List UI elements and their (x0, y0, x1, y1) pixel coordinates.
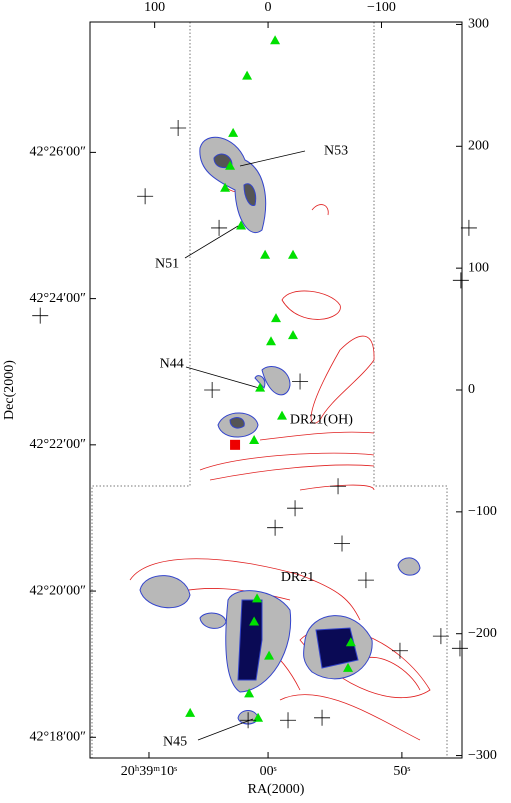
triangle-marker (255, 382, 266, 392)
cross-marker (267, 519, 284, 536)
y-tick-label: −200 (468, 626, 497, 641)
y-tick-label: −300 (468, 748, 497, 763)
y-tick-label: 300 (468, 17, 489, 32)
y-tick-label: 42°26′00″ (30, 145, 87, 160)
triangle-marker (260, 249, 271, 259)
x-tick-label: −100 (367, 0, 396, 15)
triangle-marker (288, 330, 299, 340)
triangle-marker (343, 662, 354, 672)
y-tick-label: 42°22′00″ (30, 437, 87, 452)
y-tick-label: 42°20′00″ (30, 583, 87, 598)
cross-marker (451, 640, 468, 657)
survey-boundary (91, 22, 448, 758)
cross-marker (460, 219, 477, 236)
annotation: N51 (155, 257, 179, 272)
cross-marker (32, 307, 49, 324)
triangle-marker (244, 688, 255, 698)
triangle-marker (242, 70, 253, 80)
annotation: N45 (163, 734, 187, 749)
triangle-marker (228, 127, 239, 137)
triangle-marker (264, 650, 275, 660)
y-tick-label: 42°18′00″ (30, 730, 87, 745)
annotation: DR21 (281, 570, 314, 585)
triangle-marker (345, 637, 356, 647)
cross-marker (170, 120, 187, 137)
cross-marker (287, 500, 304, 517)
cross-marker (280, 712, 297, 729)
x-tick-label: 100 (144, 0, 165, 15)
triangle-marker (270, 35, 281, 45)
triangle-marker (253, 712, 264, 722)
y-tick-label: −100 (468, 504, 497, 519)
annotation: N53 (324, 143, 348, 158)
triangle-marker (249, 434, 260, 444)
triangle-marker (185, 707, 196, 717)
x-tick-label: 50ˢ (393, 764, 410, 779)
cross-marker (292, 373, 309, 390)
leader-lines (184, 150, 306, 741)
cross-marker (137, 188, 154, 205)
cross-marker (240, 712, 257, 729)
cross-marker (211, 219, 228, 236)
triangle-marker (288, 249, 299, 259)
emission-contours (129, 136, 431, 741)
x-tick-label: 00ˢ (260, 764, 277, 779)
cross-marker (334, 535, 351, 552)
square-marker (230, 439, 241, 450)
annotation: N44 (160, 357, 184, 372)
cross-marker (432, 628, 449, 645)
triangle-marker (220, 182, 231, 192)
y-tick-label: 200 (468, 139, 489, 154)
triangle-marker (249, 616, 260, 626)
cross-marker (357, 572, 374, 589)
triangle-marker (236, 220, 247, 230)
x-axis-label: RA(2000) (248, 782, 305, 797)
x-tick-label: 0 (265, 0, 272, 15)
y-tick-label: 100 (468, 260, 489, 275)
triangle-marker (271, 313, 281, 323)
triangle-marker (266, 336, 277, 346)
cross-marker (314, 709, 331, 726)
annotation: DR21(OH) (290, 413, 353, 428)
triangle-marker (225, 160, 236, 170)
y-axis-label: Dec(2000) (2, 360, 17, 420)
cross-marker (452, 272, 469, 289)
cross-marker (204, 382, 221, 398)
y-tick-label: 0 (468, 382, 475, 397)
x-tick-label: 20ʰ39ᵐ10ˢ (121, 764, 177, 779)
y-tick-label: 42°24′00″ (30, 291, 87, 306)
cross-marker (330, 478, 347, 495)
cross-marker (391, 642, 408, 659)
triangle-marker (277, 410, 288, 420)
triangle-marker (252, 593, 263, 603)
